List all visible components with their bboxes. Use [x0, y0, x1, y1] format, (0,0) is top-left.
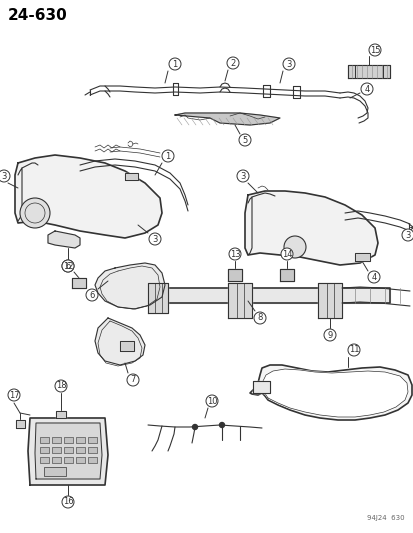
Polygon shape	[279, 269, 293, 281]
Text: 5: 5	[242, 135, 247, 144]
Text: 1: 1	[165, 151, 170, 160]
Text: 3: 3	[404, 230, 410, 239]
Text: 94J24  630: 94J24 630	[366, 515, 404, 521]
FancyBboxPatch shape	[40, 447, 49, 453]
Text: 1: 1	[172, 60, 177, 69]
Polygon shape	[317, 283, 341, 318]
Circle shape	[149, 233, 161, 245]
FancyBboxPatch shape	[76, 447, 85, 453]
Polygon shape	[252, 381, 269, 393]
Circle shape	[20, 198, 50, 228]
Polygon shape	[120, 341, 134, 351]
Polygon shape	[72, 278, 86, 288]
Circle shape	[86, 289, 98, 301]
Text: 7: 7	[130, 376, 135, 384]
Circle shape	[62, 260, 74, 272]
Text: 4: 4	[370, 272, 376, 281]
Text: 12: 12	[63, 262, 73, 271]
Circle shape	[347, 344, 359, 356]
Text: 3: 3	[1, 172, 7, 181]
Polygon shape	[261, 369, 407, 417]
Polygon shape	[147, 283, 168, 313]
Circle shape	[323, 329, 335, 341]
Polygon shape	[228, 283, 252, 318]
Circle shape	[283, 236, 305, 258]
Polygon shape	[56, 411, 66, 418]
Polygon shape	[347, 65, 389, 78]
Polygon shape	[35, 423, 102, 479]
Polygon shape	[28, 418, 108, 485]
Text: 15: 15	[369, 45, 379, 54]
Circle shape	[219, 423, 224, 427]
Circle shape	[161, 150, 173, 162]
Text: 9: 9	[327, 330, 332, 340]
Circle shape	[127, 374, 139, 386]
FancyBboxPatch shape	[44, 467, 66, 476]
Polygon shape	[228, 269, 242, 281]
Circle shape	[367, 271, 379, 283]
FancyBboxPatch shape	[52, 437, 61, 443]
Circle shape	[169, 58, 180, 70]
Polygon shape	[95, 318, 145, 365]
Text: 6: 6	[89, 290, 95, 300]
FancyBboxPatch shape	[88, 447, 97, 453]
Circle shape	[401, 229, 413, 241]
Text: 8: 8	[257, 313, 262, 322]
FancyBboxPatch shape	[88, 437, 97, 443]
Circle shape	[226, 57, 238, 69]
Text: 2: 2	[230, 59, 235, 68]
Text: 3: 3	[240, 172, 245, 181]
Polygon shape	[249, 365, 411, 420]
Circle shape	[192, 424, 197, 430]
Text: 3: 3	[286, 60, 291, 69]
Text: 14: 14	[281, 249, 292, 259]
FancyBboxPatch shape	[40, 457, 49, 463]
Circle shape	[206, 395, 218, 407]
Text: 6: 6	[65, 262, 71, 271]
Text: 24-630: 24-630	[8, 8, 68, 23]
FancyBboxPatch shape	[76, 457, 85, 463]
Circle shape	[8, 389, 20, 401]
Text: 13: 13	[229, 249, 240, 259]
Polygon shape	[244, 191, 377, 265]
FancyBboxPatch shape	[40, 437, 49, 443]
Text: 17: 17	[9, 391, 19, 400]
Text: 4: 4	[363, 85, 369, 93]
Circle shape	[62, 496, 74, 508]
Circle shape	[238, 134, 250, 146]
Text: 3: 3	[152, 235, 157, 244]
Polygon shape	[125, 173, 138, 180]
Polygon shape	[48, 231, 80, 248]
Text: 10: 10	[206, 397, 217, 406]
Circle shape	[254, 312, 266, 324]
Circle shape	[62, 260, 74, 272]
FancyBboxPatch shape	[64, 437, 73, 443]
Circle shape	[0, 170, 10, 182]
Circle shape	[368, 44, 380, 56]
Circle shape	[228, 248, 240, 260]
Polygon shape	[354, 253, 369, 261]
FancyBboxPatch shape	[52, 447, 61, 453]
Polygon shape	[175, 113, 279, 125]
FancyBboxPatch shape	[88, 457, 97, 463]
Polygon shape	[150, 288, 389, 303]
Circle shape	[280, 248, 292, 260]
Polygon shape	[16, 420, 25, 428]
Circle shape	[360, 83, 372, 95]
Text: 16: 16	[62, 497, 73, 506]
Circle shape	[236, 170, 248, 182]
FancyBboxPatch shape	[64, 457, 73, 463]
Circle shape	[282, 58, 294, 70]
Text: 11: 11	[348, 345, 358, 354]
Text: 18: 18	[56, 382, 66, 391]
FancyBboxPatch shape	[52, 457, 61, 463]
FancyBboxPatch shape	[76, 437, 85, 443]
Polygon shape	[95, 263, 165, 309]
Circle shape	[55, 380, 67, 392]
Polygon shape	[15, 155, 161, 238]
FancyBboxPatch shape	[64, 447, 73, 453]
